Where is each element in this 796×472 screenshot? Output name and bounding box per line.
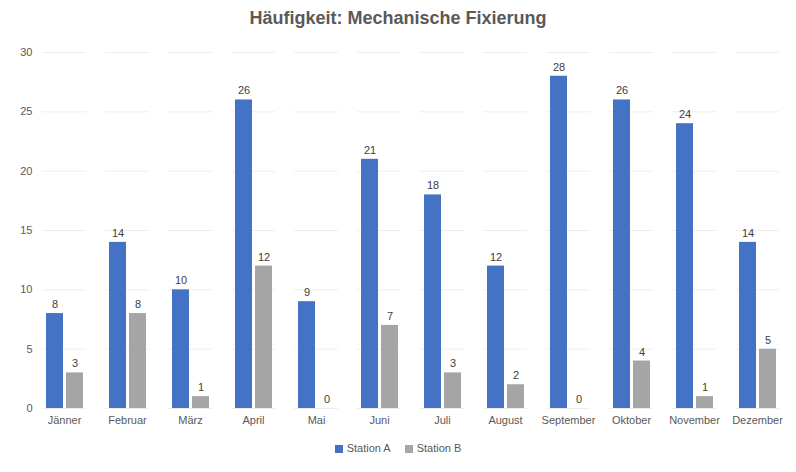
svg-text:10: 10 <box>175 274 187 286</box>
svg-text:9: 9 <box>304 286 310 298</box>
svg-text:2: 2 <box>513 369 519 381</box>
svg-text:14: 14 <box>742 227 754 239</box>
svg-text:8: 8 <box>135 298 141 310</box>
svg-text:14: 14 <box>112 227 124 239</box>
svg-text:30: 30 <box>20 46 32 58</box>
svg-text:20: 20 <box>20 165 32 177</box>
svg-text:8: 8 <box>52 298 58 310</box>
svg-text:Jänner: Jänner <box>48 414 82 426</box>
svg-text:3: 3 <box>72 357 78 369</box>
svg-text:5: 5 <box>765 334 771 346</box>
html-text:Station A: Station A <box>346 442 391 454</box>
svg-text:26: 26 <box>238 84 250 96</box>
html-text:Häufigkeit: Mechanische Fixier: Häufigkeit: Mechanische Fixierung <box>249 8 547 28</box>
svg-text:1: 1 <box>702 381 708 393</box>
svg-text:4: 4 <box>639 346 645 358</box>
svg-text:0: 0 <box>26 402 32 414</box>
svg-text:5: 5 <box>26 343 32 355</box>
svg-text:November: November <box>669 414 720 426</box>
svg-text:12: 12 <box>490 251 502 263</box>
svg-text:10: 10 <box>20 283 32 295</box>
svg-text:0: 0 <box>576 393 582 405</box>
svg-text:0: 0 <box>324 393 330 405</box>
svg-text:7: 7 <box>387 310 393 322</box>
svg-text:1: 1 <box>198 381 204 393</box>
svg-text:August: August <box>488 414 522 426</box>
svg-text:28: 28 <box>553 61 565 73</box>
svg-text:24: 24 <box>679 108 691 120</box>
svg-text:März: März <box>178 414 202 426</box>
svg-text:Oktober: Oktober <box>612 414 651 426</box>
svg-text:25: 25 <box>20 105 32 117</box>
svg-text:15: 15 <box>20 224 32 236</box>
svg-text:April: April <box>242 414 264 426</box>
svg-text:Dezember: Dezember <box>732 414 783 426</box>
svg-text:3: 3 <box>450 357 456 369</box>
svg-text:26: 26 <box>616 84 628 96</box>
svg-text:Mai: Mai <box>308 414 326 426</box>
svg-text:Juli: Juli <box>434 414 451 426</box>
svg-text:Juni: Juni <box>369 414 389 426</box>
svg-text:September: September <box>542 414 596 426</box>
svg-text:Februar: Februar <box>108 414 147 426</box>
svg-text:18: 18 <box>427 179 439 191</box>
svg-text:12: 12 <box>258 251 270 263</box>
svg-text:21: 21 <box>364 144 376 156</box>
html-text:Station B: Station B <box>416 442 462 454</box>
